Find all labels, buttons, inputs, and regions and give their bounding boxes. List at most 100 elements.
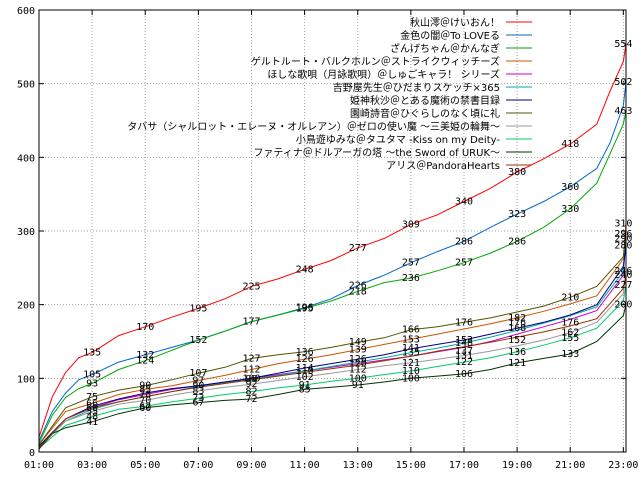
data-label: 91 (299, 380, 311, 391)
legend-label: 姫神秋沙＠とある魔術の禁書目録 (350, 94, 500, 107)
data-label: 48 (86, 412, 98, 423)
data-label: 153 (402, 334, 420, 345)
data-label: 83 (192, 386, 204, 397)
legend-label: ほしな歌唄（月詠歌唄）＠しゅごキャラ！ シリーズ (267, 68, 500, 81)
data-label: 133 (561, 349, 579, 360)
data-label: 100 (242, 373, 260, 384)
series-line (38, 230, 627, 447)
series-line (38, 238, 627, 447)
data-label: 330 (561, 204, 579, 215)
data-label: 105 (83, 370, 101, 381)
data-label: 75 (86, 392, 98, 403)
data-label: 554 (614, 39, 632, 50)
y-tick-label: 200 (17, 301, 35, 312)
data-label: 41 (86, 417, 98, 428)
data-label: 135 (402, 348, 420, 359)
data-label: 122 (455, 357, 473, 368)
legend-label: 吉野屋先生＠ひだまりスケッチ×365 (333, 81, 500, 94)
series-line (38, 223, 627, 445)
data-label: 309 (402, 219, 420, 230)
x-tick-label: 19:00 (502, 460, 532, 471)
legend-label: ざんげちゃん＠かんなぎ (390, 42, 500, 55)
data-label: 100 (402, 373, 420, 384)
data-label: 277 (349, 243, 367, 254)
data-label: 149 (349, 337, 367, 348)
data-label: 360 (561, 182, 579, 193)
data-label: 195 (296, 303, 314, 314)
x-tick-label: 21:00 (555, 460, 585, 471)
data-label: 177 (242, 317, 260, 328)
x-tick-label: 09:00 (236, 460, 266, 471)
axes: 01:00 03:00 05:00 07:00 09:00 11:00 13:00 15:00… (17, 6, 638, 471)
data-label: 97 (192, 376, 204, 387)
y-tick-label: 300 (17, 227, 35, 238)
legend-label: ゲルトルート・バルクホルン＠ストライクウィッチーズ (251, 55, 500, 68)
data-label: 152 (189, 335, 207, 346)
data-label: 182 (508, 313, 526, 324)
legend: 秋山澪＠けいおん！金色の闇＠To LOVEるざんげちゃん＠かんなぎゲルトルート・… (127, 16, 532, 172)
data-label: 137 (455, 346, 473, 357)
series-line (38, 284, 627, 449)
data-label: 310 (614, 219, 632, 230)
data-label: 280 (614, 241, 632, 252)
data-label: 246 (614, 266, 632, 277)
data-label: 227 (614, 280, 632, 291)
series-lines (38, 43, 627, 450)
data-label: 91 (352, 380, 364, 391)
data-label: 257 (402, 258, 420, 269)
series-line (38, 82, 627, 442)
data-label: 124 (136, 356, 154, 367)
data-label: 99 (245, 374, 257, 385)
data-label: 135 (83, 348, 101, 359)
data-labels: 1351701952252482773093403804185541051321… (83, 39, 632, 428)
data-label: 195 (189, 303, 207, 314)
data-label: 166 (402, 325, 420, 336)
data-label: 139 (349, 345, 367, 356)
data-label: 85 (299, 384, 311, 395)
data-label: 107 (189, 368, 207, 379)
data-label: 340 (455, 197, 473, 208)
series-line (38, 275, 627, 448)
x-tick-label: 05:00 (130, 460, 160, 471)
data-label: 240 (614, 270, 632, 281)
legend-label: 金色の闇＠To LOVEる (400, 29, 500, 42)
data-label: 148 (455, 338, 473, 349)
data-label: 296 (614, 229, 632, 240)
data-label: 323 (508, 209, 526, 220)
series-line (38, 110, 627, 444)
series-line (38, 233, 627, 445)
data-label: 106 (455, 369, 473, 380)
legend-label: ファティナ＠ドルアーガの塔 ～the Sword of URUK～ (253, 146, 500, 159)
series-line (38, 245, 627, 447)
data-label: 176 (508, 317, 526, 328)
data-label: 126 (296, 354, 314, 365)
data-label: 114 (296, 363, 314, 374)
x-tick-label: 17:00 (449, 460, 479, 471)
data-label: 168 (508, 323, 526, 334)
y-tick-label: 400 (17, 153, 35, 164)
data-label: 126 (349, 354, 367, 365)
data-label: 210 (561, 292, 579, 303)
data-label: 286 (455, 236, 473, 247)
series-line (38, 270, 627, 448)
data-label: 90 (139, 381, 151, 392)
data-label: 286 (508, 236, 526, 247)
data-label: 112 (242, 364, 260, 375)
data-label: 100 (349, 373, 367, 384)
data-label: 380 (508, 167, 526, 178)
data-label: 141 (402, 343, 420, 354)
x-tick-label: 15:00 (396, 460, 426, 471)
data-label: 82 (245, 387, 257, 398)
y-tick-label: 500 (17, 80, 35, 91)
x-tick-label: 03:00 (77, 460, 107, 471)
data-label: 218 (349, 286, 367, 297)
data-label: 66 (86, 398, 98, 409)
data-label: 120 (349, 359, 367, 370)
data-label: 136 (296, 347, 314, 358)
data-label: 90 (192, 381, 204, 392)
data-label: 236 (402, 273, 420, 284)
series-line (38, 304, 627, 450)
data-label: 121 (402, 358, 420, 369)
x-tick-label: 11:00 (290, 460, 320, 471)
data-label: 67 (192, 398, 204, 409)
